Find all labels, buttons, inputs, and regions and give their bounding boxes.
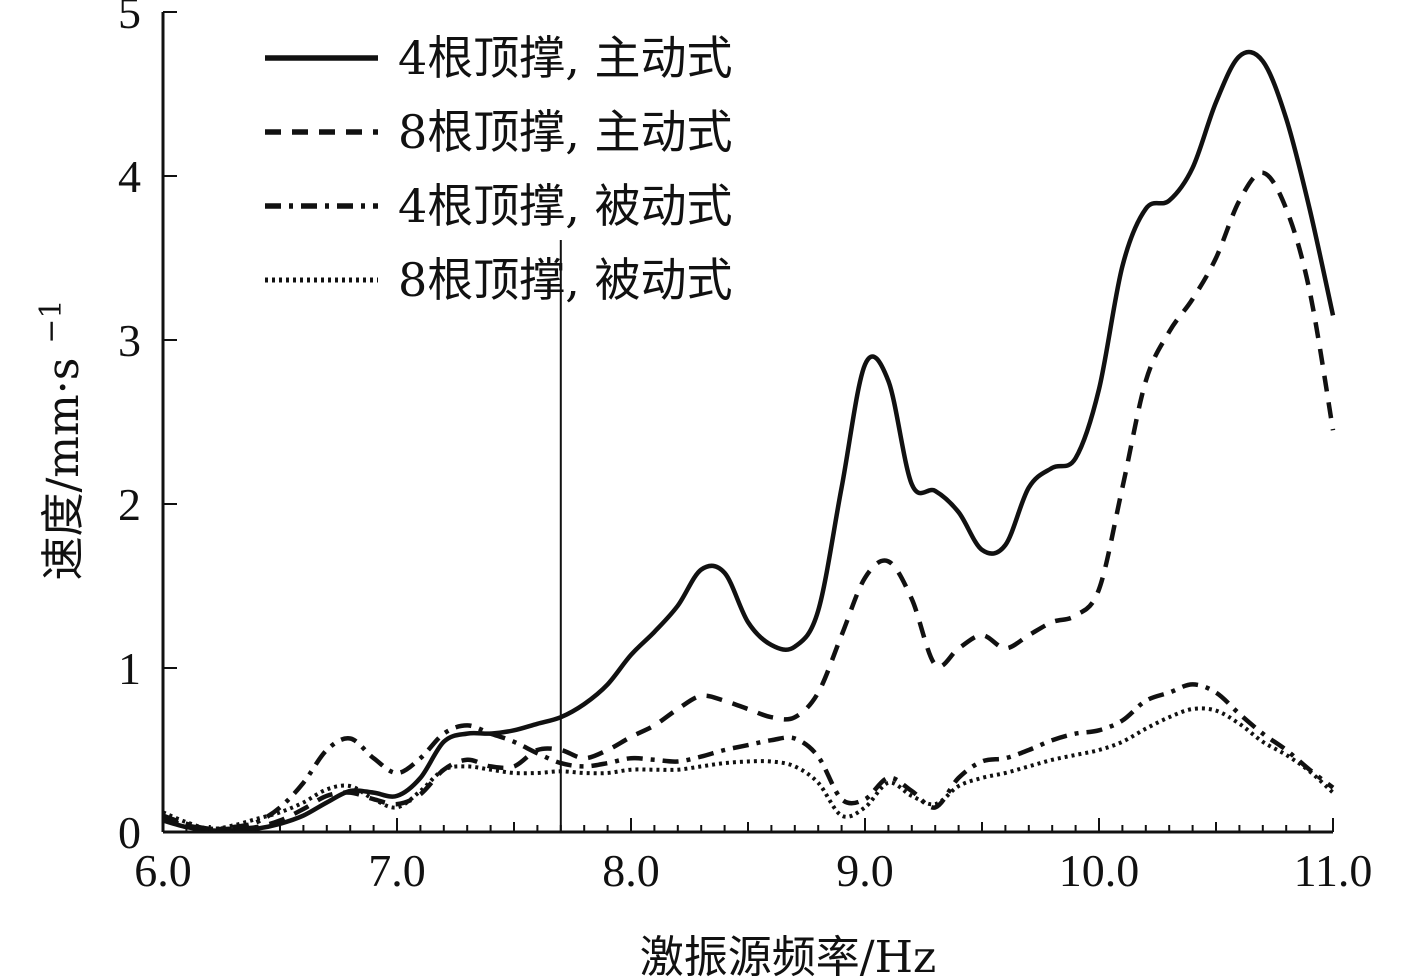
series-line-2 <box>162 170 1336 832</box>
y-axis-title-main: 速度/mm·s <box>38 358 89 581</box>
y-tick-label: 2 <box>118 479 141 530</box>
x-tick-label: 7.0 <box>368 845 426 896</box>
axes: 6.0 7.0 8.0 9.0 10.0 11.0 0 1 2 3 4 5 <box>118 0 1372 896</box>
legend-label-3: 4根顶撑, 被动式 <box>398 179 733 233</box>
x-tick-label: 9.0 <box>836 845 894 896</box>
legend-label-4: 8根顶撑, 被动式 <box>398 253 733 307</box>
y-tick-label: 4 <box>118 151 141 202</box>
legend-label-2: 8根顶撑, 主动式 <box>398 105 733 159</box>
x-tick-label: 8.0 <box>602 845 660 896</box>
x-tick-label: 10.0 <box>1059 845 1140 896</box>
series-line-4 <box>162 706 1335 831</box>
x-tick-label: 11.0 <box>1294 845 1373 896</box>
series-line-1 <box>162 49 1336 833</box>
y-tick-label: 5 <box>118 0 141 38</box>
x-tick-label: 6.0 <box>134 845 192 896</box>
legend-label-1: 4根顶撑, 主动式 <box>398 31 733 85</box>
y-tick-label: 1 <box>118 643 141 694</box>
y-axis-title: 速度/mm·s −1 <box>34 299 90 580</box>
y-tick-label: 0 <box>118 807 141 858</box>
series-lines <box>162 49 1336 833</box>
y-axis-title-superscript: −1 <box>34 299 69 343</box>
x-axis-title: 激振源频率/Hz <box>640 932 936 978</box>
series-line-3 <box>162 682 1335 832</box>
legend: 4根顶撑, 主动式 8根顶撑, 主动式 4根顶撑, 被动式 8根顶撑, 被动式 <box>265 31 733 307</box>
y-tick-label: 3 <box>118 315 141 366</box>
